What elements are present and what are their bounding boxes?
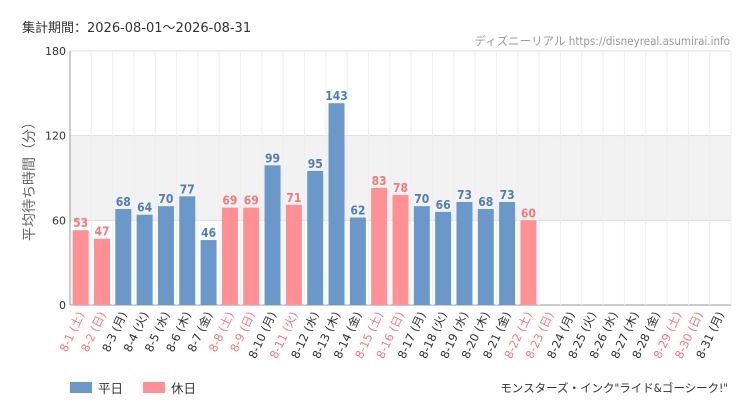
value-label: 62 (350, 204, 365, 218)
y-tick-label: 180 (45, 45, 66, 58)
value-label: 53 (73, 216, 88, 230)
value-label: 78 (393, 181, 408, 195)
bar-8-17 (月) (413, 206, 430, 305)
value-label: 71 (286, 191, 301, 205)
bar-8-9 (日) (243, 207, 260, 305)
bar-8-16 (日) (392, 194, 409, 305)
bar-8-6 (木) (179, 196, 196, 305)
value-label: 47 (94, 225, 109, 239)
value-label: 83 (372, 174, 387, 188)
period-text: 集計期間：2026-08-01〜2026-08-31 (22, 21, 252, 36)
value-label: 46 (201, 226, 216, 240)
bar-8-7 (金) (200, 240, 217, 305)
y-axis-title: 平均待ち時間（分） (22, 115, 38, 241)
bar-8-10 (月) (264, 165, 281, 305)
bar-8-18 (火) (435, 211, 452, 305)
bar-8-12 (水) (307, 170, 324, 305)
bar-8-4 (火) (136, 214, 153, 305)
value-label: 73 (500, 188, 515, 202)
value-label: 77 (180, 182, 195, 196)
value-label: 95 (308, 157, 323, 171)
bar-8-1 (土) (72, 230, 89, 305)
y-tick-label: 120 (45, 130, 66, 143)
value-label: 68 (116, 195, 131, 209)
value-label: 69 (244, 194, 259, 208)
value-label: 70 (158, 192, 173, 206)
y-tick-label: 0 (59, 299, 66, 312)
bar-8-19 (水) (456, 201, 473, 305)
site-credit: ディズニーリアル https://disneyreal.asumirai.inf… (474, 34, 730, 48)
value-label: 99 (265, 151, 280, 165)
y-tick-label: 60 (52, 214, 66, 227)
value-label: 70 (414, 192, 429, 206)
bar-8-21 (金) (499, 201, 516, 305)
bar-8-8 (土) (221, 207, 238, 305)
legend-label-holiday: 休日 (171, 381, 197, 396)
bar-8-13 (木) (328, 103, 345, 305)
bar-8-22 (土) (520, 220, 537, 305)
legend-item-holiday: 休日 (143, 378, 196, 397)
bar-8-14 (金) (349, 217, 366, 305)
legend-item-weekday: 平日 (70, 378, 123, 397)
bar-8-2 (日) (93, 238, 110, 305)
value-label: 64 (137, 201, 153, 215)
legend: 平日 休日 (70, 378, 216, 397)
bar-8-5 (水) (157, 206, 174, 305)
legend-label-weekday: 平日 (98, 381, 124, 396)
bar-8-11 (火) (285, 204, 302, 305)
value-label: 69 (222, 194, 237, 208)
bar-8-20 (木) (477, 209, 494, 305)
attraction-name: モンスターズ・インク"ライド&ゴーシーク!" (500, 381, 728, 395)
value-label: 60 (521, 206, 536, 220)
bar-8-3 (月) (115, 209, 132, 305)
value-label: 73 (457, 188, 472, 202)
value-label: 143 (325, 89, 348, 103)
value-label: 68 (478, 195, 493, 209)
value-label: 66 (436, 198, 451, 212)
bar-8-15 (土) (371, 187, 388, 305)
legend-swatch-holiday (143, 382, 166, 393)
legend-swatch-weekday (70, 382, 92, 393)
